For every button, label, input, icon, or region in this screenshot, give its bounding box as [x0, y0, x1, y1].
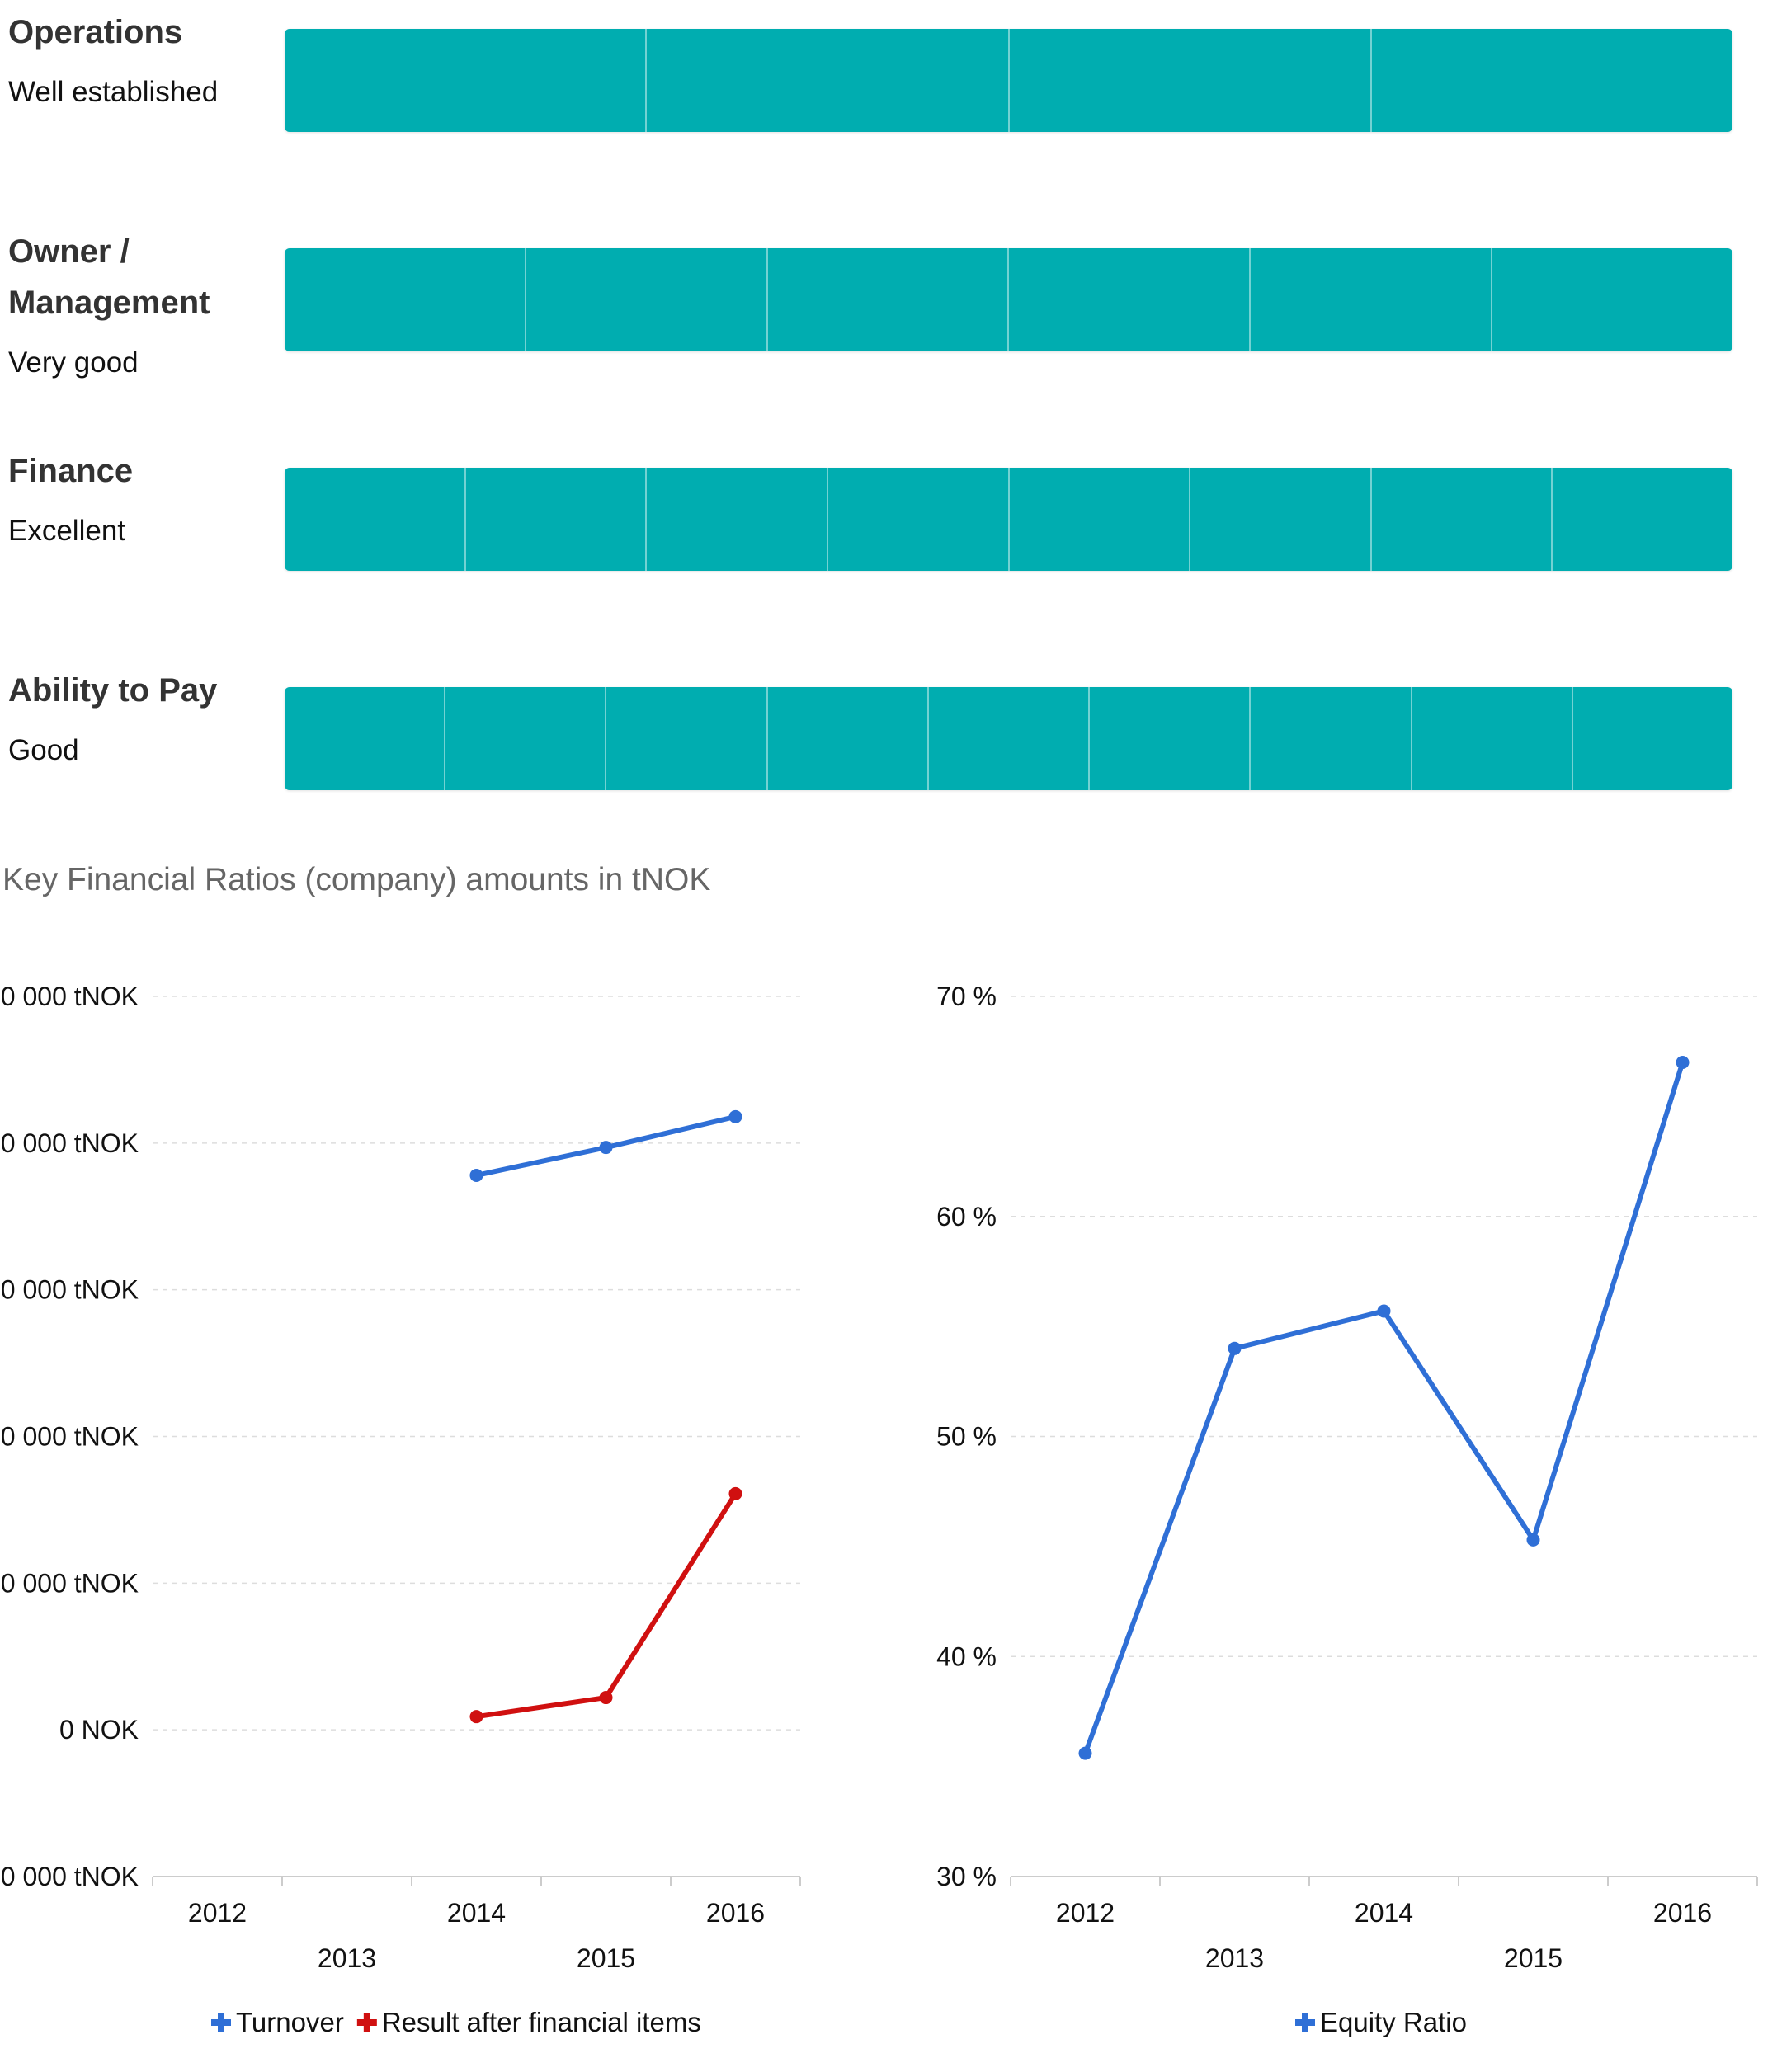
- y-tick-label: 200 000 tNOK: [0, 1422, 139, 1452]
- rating-operations: Operations Well established: [0, 0, 1782, 181]
- legend-label: Turnover: [236, 2007, 344, 2037]
- rating-bar-segment: [1090, 687, 1252, 790]
- y-tick-label: 100 000 tNOK: [0, 1568, 139, 1598]
- rating-bar: [285, 687, 1732, 790]
- rating-bar-segment: [285, 687, 446, 790]
- x-tick-label: 2013: [1205, 1943, 1264, 1973]
- y-tick-label: 30 %: [936, 1862, 997, 1891]
- turnover-result-chart: -100 000 tNOK 0 NOK 100 000 tNOK 200 000 tN…: [0, 949, 825, 2072]
- rating-bar-segment: [1190, 468, 1372, 571]
- section-title: Key Financial Ratios (company) amounts i…: [2, 862, 711, 897]
- data-point: [1228, 1341, 1242, 1355]
- rating-bar-segment: [1251, 248, 1493, 351]
- rating-bar-segment: [929, 687, 1091, 790]
- rating-bar-segment: [1372, 29, 1732, 132]
- rating-title: Ability to Pay: [8, 672, 218, 709]
- rating-title: Owner / Management: [8, 233, 210, 321]
- rating-bar-segment: [768, 248, 1010, 351]
- rating-bar-segment: [768, 687, 929, 790]
- rating-bar-segment: [1372, 468, 1553, 571]
- legend-marker-icon: [211, 2013, 231, 2032]
- rating-title: Operations: [8, 14, 183, 50]
- rating-bar-segment: [1010, 29, 1372, 132]
- rating-ability-to-pay: Ability to Pay Good: [0, 658, 1782, 840]
- y-tick-label: -100 000 tNOK: [0, 1862, 139, 1891]
- y-tick-label: 500 000 tNOK: [0, 982, 139, 1011]
- rating-bar-segment: [647, 29, 1010, 132]
- rating-value: Well established: [8, 76, 219, 108]
- series-line: [1082, 1060, 1685, 1756]
- data-point: [728, 1486, 742, 1500]
- rating-bar-segment: [606, 687, 768, 790]
- x-tick-label: 2014: [447, 1898, 506, 1928]
- rating-bar-segment: [285, 29, 648, 132]
- rating-bar: [285, 29, 1732, 132]
- data-point: [1078, 1746, 1092, 1760]
- rating-bar-segment: [526, 248, 768, 351]
- x-tick-label: 2016: [1653, 1898, 1712, 1928]
- x-tick-label: 2015: [577, 1943, 635, 1973]
- data-point: [469, 1710, 483, 1724]
- y-tick-label: 70 %: [936, 982, 997, 1011]
- equity-ratio-chart: 30 % 40 % 50 % 60 % 70 % 2012 2013 2014 2015 2016…: [891, 949, 1782, 2072]
- rating-bar-segment: [647, 468, 828, 571]
- data-point: [1377, 1304, 1391, 1318]
- rating-bar-segment: [466, 468, 648, 571]
- rating-bar-segment: [1553, 468, 1732, 571]
- rating-bar-segment: [285, 468, 466, 571]
- rating-bar-segment: [1251, 687, 1412, 790]
- y-tick-label: 40 %: [936, 1641, 997, 1671]
- y-tick-label: 0 NOK: [59, 1715, 139, 1745]
- rating-bar-segment: [1492, 248, 1732, 351]
- series-line: [474, 1490, 738, 1720]
- rating-owner-management: Owner / Management Very good: [0, 219, 1782, 401]
- rating-bar-segment: [1009, 248, 1252, 351]
- data-point: [728, 1109, 742, 1123]
- legend-marker-icon: [356, 2013, 377, 2032]
- rating-title: Finance: [8, 453, 134, 489]
- x-tick-label: 2015: [1504, 1943, 1563, 1973]
- equity-ratio-chart-svg: 30 % 40 % 50 % 60 % 70 % 2012 2013 2014 2015 2016…: [936, 982, 1758, 2037]
- y-tick-label: 50 %: [936, 1422, 997, 1452]
- legend-label: Equity Ratio: [1320, 2007, 1467, 2037]
- y-tick-label: 400 000 tNOK: [0, 1128, 139, 1158]
- rating-value: Very good: [8, 346, 139, 379]
- rating-bar-segment: [446, 687, 607, 790]
- x-tick-label: 2013: [318, 1943, 376, 1973]
- y-tick-label: 300 000 tNOK: [0, 1275, 139, 1305]
- rating-value: Excellent: [8, 515, 126, 547]
- rating-bar-segment: [828, 468, 1010, 571]
- rating-bar-segment: [1412, 687, 1573, 790]
- x-tick-label: 2012: [1056, 1898, 1115, 1928]
- x-tick-label: 2012: [188, 1898, 247, 1928]
- turnover-result-chart-svg: -100 000 tNOK 0 NOK 100 000 tNOK 200 000 tN…: [0, 982, 801, 2037]
- x-tick-label: 2016: [706, 1898, 765, 1928]
- rating-value: Good: [8, 734, 79, 766]
- legend-label: Result after financial items: [382, 2007, 701, 2037]
- data-point: [599, 1141, 613, 1155]
- data-point: [1526, 1533, 1540, 1547]
- rating-bar: [285, 468, 1732, 571]
- rating-bar-segment: [285, 248, 526, 351]
- rating-bar: [285, 248, 1732, 351]
- y-tick-label: 60 %: [936, 1202, 997, 1231]
- rating-finance: Finance Excellent: [0, 439, 1782, 620]
- data-point: [469, 1168, 483, 1182]
- data-point: [1676, 1056, 1690, 1070]
- rating-bar-segment: [1573, 687, 1732, 790]
- data-point: [599, 1691, 613, 1705]
- legend-marker-icon: [1295, 2013, 1315, 2032]
- rating-bar-segment: [1010, 468, 1191, 571]
- x-tick-label: 2014: [1355, 1898, 1413, 1928]
